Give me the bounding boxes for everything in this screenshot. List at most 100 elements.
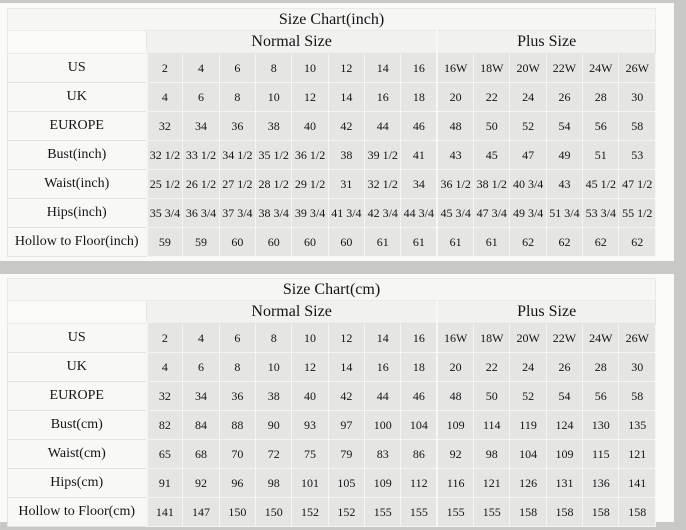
size-value-cell: 114: [473, 410, 511, 440]
size-value-cell: 26: [545, 82, 584, 112]
size-value-cell: 121: [473, 468, 511, 498]
size-value-cell: 12: [291, 352, 329, 382]
normal-size-header: Normal Size: [146, 300, 438, 324]
size-value-cell: 8: [218, 352, 257, 382]
size-value-cell: 36 1/2: [436, 169, 475, 199]
size-value-cell: 152: [327, 497, 366, 527]
size-value-cell: 61: [473, 227, 511, 257]
size-value-cell: 92: [436, 439, 475, 469]
size-value-cell: 16: [364, 82, 402, 112]
size-value-cell: 8: [255, 53, 293, 83]
size-chart-cm-panel: Size Chart(cm) Normal Size Plus Size US 2…: [0, 274, 674, 527]
size-value-cell: 46: [400, 381, 438, 411]
size-value-cell: 24: [509, 352, 547, 382]
size-value-cell: 40: [291, 111, 329, 141]
row-label: Waist(inch): [7, 169, 148, 199]
size-value-cell: 29 1/2: [291, 169, 329, 199]
size-value-cell: 158: [582, 497, 620, 527]
size-value-cell: 54: [545, 111, 584, 141]
size-value-cell: 97: [327, 410, 366, 440]
size-value-cell: 124: [545, 410, 584, 440]
size-value-cell: 47 3/4: [473, 198, 511, 228]
size-value-cell: 88: [218, 410, 257, 440]
size-value-cell: 34: [182, 111, 220, 141]
size-value-cell: 26 1/2: [182, 169, 220, 199]
size-value-cell: 26: [545, 352, 584, 382]
size-value-cell: 47 1/2: [618, 169, 656, 199]
size-value-cell: 45 1/2: [582, 169, 620, 199]
size-value-cell: 155: [400, 497, 438, 527]
size-value-cell: 49: [545, 140, 584, 170]
size-value-cell: 20W: [509, 53, 547, 83]
size-value-cell: 16: [400, 323, 438, 353]
table-row: Hollow to Floor(inch) 59 59 60 60 60 60 61 61 61 6…: [7, 227, 656, 257]
size-value-cell: 44: [364, 381, 402, 411]
size-value-cell: 32 1/2: [364, 169, 402, 199]
size-value-cell: 98: [255, 468, 293, 498]
size-value-cell: 16W: [436, 323, 475, 353]
size-value-cell: 155: [436, 497, 475, 527]
row-label: UK: [7, 82, 148, 112]
size-value-cell: 2: [145, 323, 184, 353]
size-value-cell: 141: [145, 497, 184, 527]
size-value-cell: 62: [545, 227, 584, 257]
size-value-cell: 18: [400, 82, 438, 112]
row-label: Hollow to Floor(cm): [7, 497, 148, 527]
size-value-cell: 6: [218, 323, 257, 353]
size-value-cell: 25 1/2: [145, 169, 184, 199]
size-value-cell: 24W: [582, 323, 620, 353]
row-label: Bust(inch): [7, 140, 148, 170]
size-value-cell: 83: [364, 439, 402, 469]
table-row: Bust(inch) 32 1/2 33 1/2 34 1/2 35 1/2 36 1/2…: [7, 140, 656, 170]
size-value-cell: 31: [327, 169, 366, 199]
size-value-cell: 135: [618, 410, 656, 440]
size-value-cell: 18W: [473, 53, 511, 83]
size-chart-inch-panel: Size Chart(inch) Normal Size Plus Size U…: [0, 3, 674, 261]
size-value-cell: 150: [255, 497, 293, 527]
size-value-cell: 158: [618, 497, 656, 527]
size-value-cell: 32: [145, 381, 184, 411]
size-value-cell: 75: [291, 439, 329, 469]
size-value-cell: 39 1/2: [364, 140, 402, 170]
size-value-cell: 32: [145, 111, 184, 141]
size-value-cell: 42: [327, 111, 366, 141]
size-value-cell: 4: [182, 323, 220, 353]
size-value-cell: 6: [218, 53, 257, 83]
size-value-cell: 4: [145, 352, 184, 382]
size-value-cell: 2: [145, 53, 184, 83]
size-value-cell: 104: [509, 439, 547, 469]
size-value-cell: 116: [436, 468, 475, 498]
size-value-cell: 40 3/4: [509, 169, 547, 199]
size-value-cell: 20: [436, 352, 475, 382]
size-value-cell: 35 1/2: [255, 140, 293, 170]
size-value-cell: 12: [291, 82, 329, 112]
size-value-cell: 115: [582, 439, 620, 469]
size-value-cell: 51: [582, 140, 620, 170]
table-title-row: Size Chart(inch): [7, 8, 656, 31]
size-value-cell: 105: [327, 468, 366, 498]
size-value-cell: 86: [400, 439, 438, 469]
size-value-cell: 112: [400, 468, 438, 498]
size-value-cell: 22: [473, 352, 511, 382]
size-value-cell: 147: [182, 497, 220, 527]
table-row: US 2 4 6 8 10 12 14 16 16W 18W 20W 22W 24W 26W: [7, 323, 656, 353]
row-label: US: [7, 53, 148, 83]
size-value-cell: 10: [291, 53, 329, 83]
size-value-cell: 4: [145, 82, 184, 112]
size-value-cell: 26W: [618, 323, 656, 353]
size-value-cell: 65: [145, 439, 184, 469]
size-value-cell: 16: [364, 352, 402, 382]
size-value-cell: 34 1/2: [218, 140, 257, 170]
size-value-cell: 155: [364, 497, 402, 527]
row-label: Hips(inch): [7, 198, 148, 228]
size-chart-cm-table: Size Chart(cm) Normal Size Plus Size US 2…: [7, 278, 657, 527]
size-value-cell: 34: [400, 169, 438, 199]
size-value-cell: 4: [182, 53, 220, 83]
row-label: Bust(cm): [7, 410, 148, 440]
normal-size-header: Normal Size: [146, 30, 438, 54]
size-value-cell: 130: [582, 410, 620, 440]
size-value-cell: 131: [545, 468, 584, 498]
size-value-cell: 34: [182, 381, 220, 411]
size-value-cell: 53: [618, 140, 656, 170]
size-value-cell: 27 1/2: [218, 169, 257, 199]
